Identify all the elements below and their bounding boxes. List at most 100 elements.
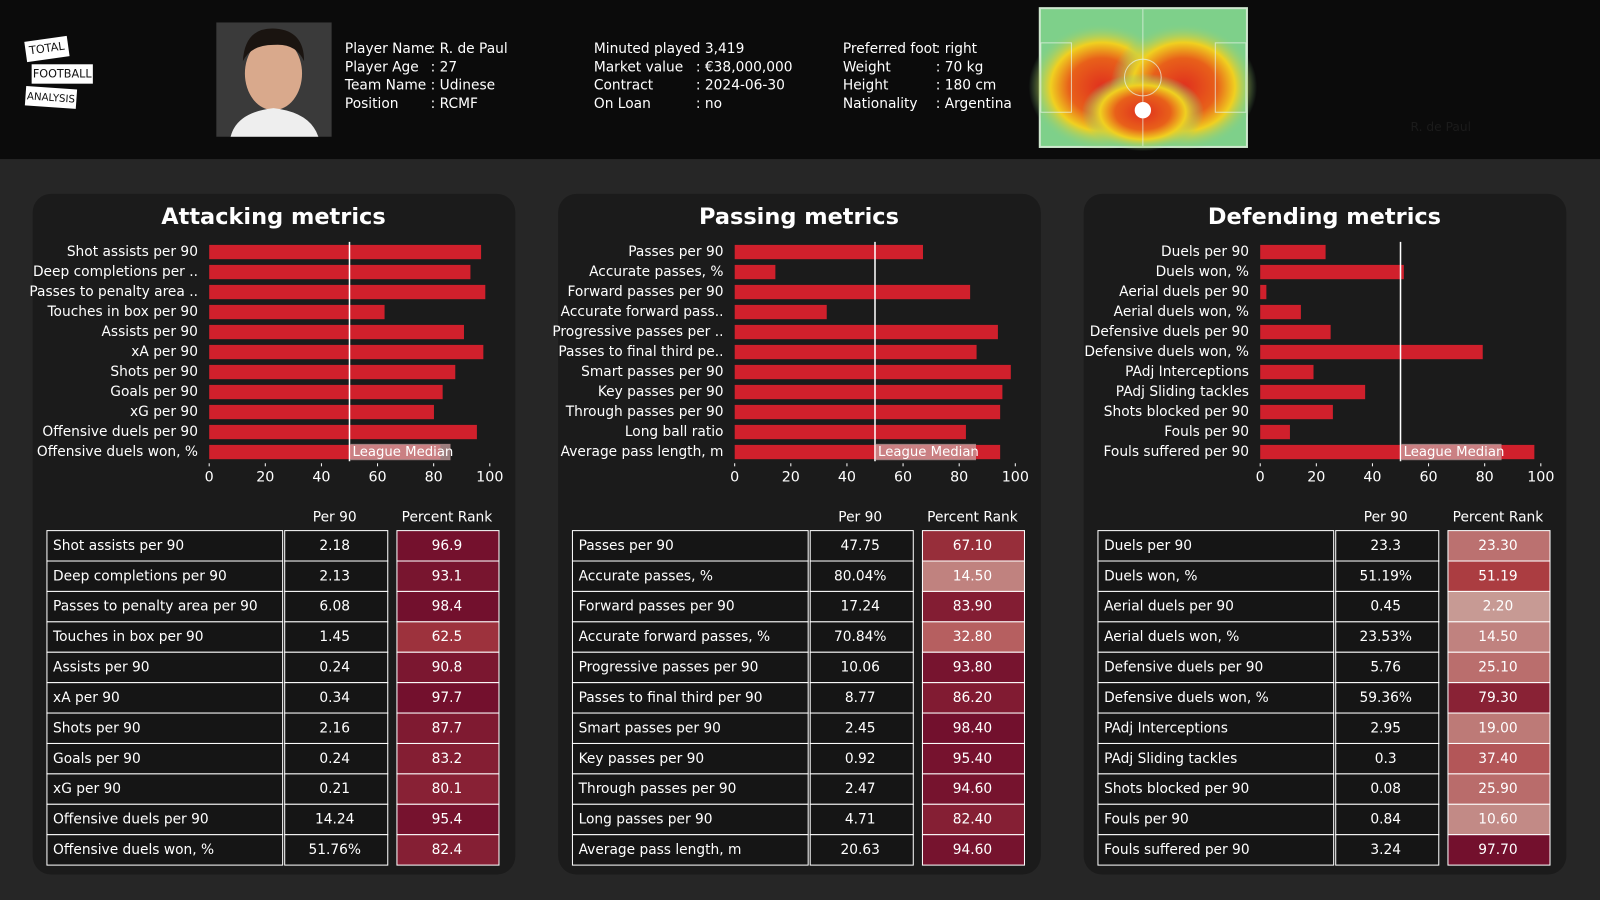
table-cell xyxy=(46,651,284,684)
info-label: Height xyxy=(843,78,889,94)
info-label: Market value xyxy=(594,59,683,75)
table-cell xyxy=(809,712,914,744)
info-value: : Argentina xyxy=(936,96,1012,112)
table-cell xyxy=(284,712,389,744)
rank-cell xyxy=(396,590,500,623)
bar-label: Key passes per 90 xyxy=(598,384,724,400)
bar xyxy=(209,244,482,260)
avg-position xyxy=(1134,102,1152,119)
bar xyxy=(1260,384,1366,400)
bar-label: PAdj Interceptions xyxy=(1125,364,1249,380)
per90-value: 23.53% xyxy=(1359,629,1411,645)
table-cell xyxy=(809,560,914,592)
table-cell xyxy=(1335,590,1440,623)
per90-value: 80.04% xyxy=(834,568,887,584)
table-cell xyxy=(284,651,389,684)
row-name: Defensive duels per 90 xyxy=(1104,660,1263,676)
info-value: : €38,000,000 xyxy=(696,59,793,75)
bar-label: Duels won, % xyxy=(1156,264,1249,280)
rank-value: 93.1 xyxy=(432,568,463,584)
table-cell xyxy=(809,590,914,623)
rank-value: 87.7 xyxy=(432,720,463,736)
bar-label: Shots per 90 xyxy=(110,364,198,380)
bar xyxy=(1260,324,1331,340)
table-cell xyxy=(46,590,284,623)
x-tick-label: 20 xyxy=(782,470,800,486)
table-header: Percent Rank xyxy=(402,509,493,525)
table-cell xyxy=(571,560,809,592)
x-tick-label: 20 xyxy=(1307,470,1325,486)
bar-label: xA per 90 xyxy=(131,344,198,360)
rank-cell xyxy=(396,773,500,805)
info-value: : RCMF xyxy=(431,96,478,112)
bar-label: Fouls suffered per 90 xyxy=(1103,444,1249,460)
rank-cell xyxy=(921,590,1025,623)
rank-value: 82.40 xyxy=(953,812,992,828)
bar-label: xG per 90 xyxy=(130,404,198,420)
rank-value: 37.40 xyxy=(1478,751,1517,767)
per90-value: 0.3 xyxy=(1375,751,1397,767)
table-cell xyxy=(809,621,914,653)
info-value: : 27 xyxy=(431,59,458,75)
rank-value: 19.00 xyxy=(1478,720,1517,736)
info-label: Preferred foot xyxy=(843,41,938,57)
x-tick-label: 100 xyxy=(476,470,503,486)
per90-value: 51.19% xyxy=(1359,568,1411,584)
rank-value: 67.10 xyxy=(953,538,992,554)
bar xyxy=(209,424,477,440)
row-name: Shots blocked per 90 xyxy=(1104,781,1249,797)
bar xyxy=(209,264,471,280)
info-label: Player Name xyxy=(345,41,433,57)
heatmap xyxy=(1028,7,1258,152)
per90-value: 1.45 xyxy=(319,629,350,645)
bar-label: Duels per 90 xyxy=(1161,244,1249,260)
x-tick-label: 40 xyxy=(1363,470,1381,486)
rank-cell xyxy=(1447,682,1551,714)
bar-label: Fouls per 90 xyxy=(1164,424,1249,440)
table-cell xyxy=(809,773,914,805)
row-name: Passes to final third per 90 xyxy=(579,690,763,706)
table-cell xyxy=(571,712,809,744)
median-label-bg xyxy=(1401,443,1502,461)
table-cell xyxy=(1335,651,1440,684)
heatmap-label: R. de Paul xyxy=(1411,120,1472,134)
bar-label: Aerial duels won, % xyxy=(1114,304,1249,320)
table-header: Per 90 xyxy=(838,509,882,525)
per90-value: 17.24 xyxy=(840,599,879,615)
rank-cell xyxy=(1447,773,1551,805)
row-name: Fouls per 90 xyxy=(1104,812,1189,828)
table-cell xyxy=(571,590,809,623)
info-value: : 2024-06-30 xyxy=(696,78,785,94)
table-cell xyxy=(1335,742,1440,775)
info-label: On Loan xyxy=(594,96,651,112)
x-tick-label: 80 xyxy=(950,470,968,486)
table-header: Percent Rank xyxy=(1453,509,1544,525)
rank-value: 25.90 xyxy=(1478,781,1517,797)
rank-cell xyxy=(396,651,500,684)
rank-value: 10.60 xyxy=(1478,812,1517,828)
bar xyxy=(734,244,923,260)
rank-cell xyxy=(396,803,500,836)
x-tick-label: 0 xyxy=(1256,470,1265,486)
per90-value: 6.08 xyxy=(319,599,350,615)
row-name: Through passes per 90 xyxy=(578,781,737,797)
x-tick-label: 40 xyxy=(838,470,856,486)
rank-value: 23.30 xyxy=(1478,538,1517,554)
table-cell xyxy=(1335,530,1440,562)
bar xyxy=(209,324,464,340)
x-tick-label: 60 xyxy=(1419,470,1437,486)
per90-value: 0.21 xyxy=(319,781,350,797)
chart-title: Attacking metrics xyxy=(161,204,385,230)
rank-value: 62.5 xyxy=(432,629,463,645)
bar xyxy=(209,384,443,400)
bar xyxy=(734,344,977,360)
per90-value: 0.92 xyxy=(845,751,876,767)
table-cell xyxy=(284,803,389,836)
per90-value: 2.16 xyxy=(319,720,350,736)
logo: TOTAL FOOTBALL ANALYSIS xyxy=(24,35,93,109)
bar xyxy=(1260,364,1314,380)
bar xyxy=(1260,244,1326,260)
info-label: Contract xyxy=(594,78,654,94)
logo-box xyxy=(24,85,78,109)
